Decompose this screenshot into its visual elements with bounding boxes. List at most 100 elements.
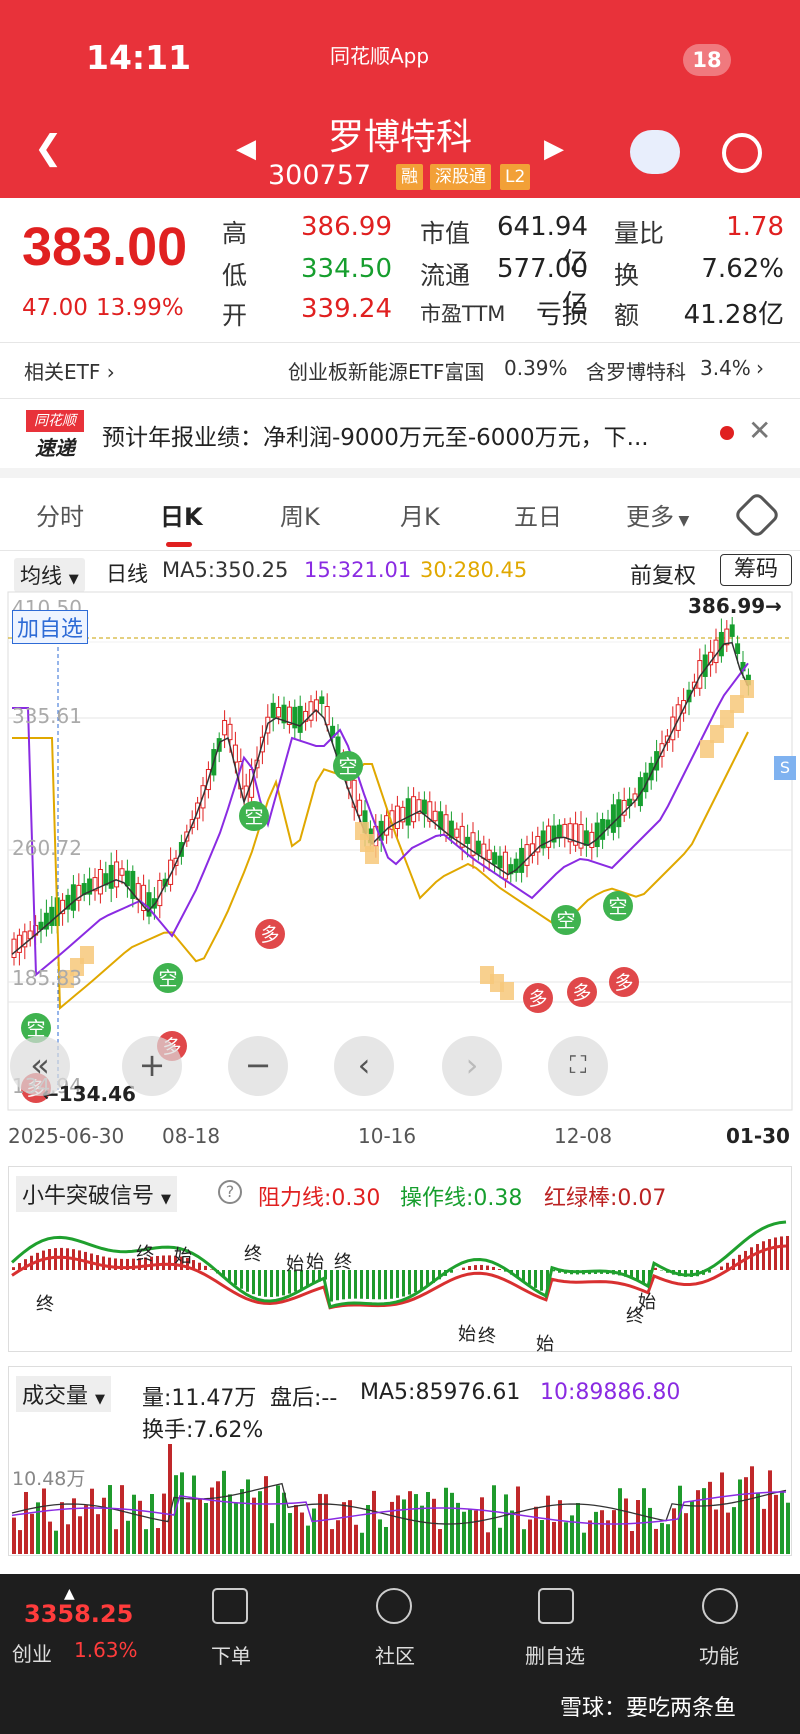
volume-bar: [480, 1497, 484, 1554]
volume-bar: [228, 1494, 232, 1554]
candle: [556, 824, 562, 838]
bottom-community[interactable]: 社区: [375, 1644, 415, 1668]
adjust-mode[interactable]: 前复权: [630, 564, 697, 589]
chevron-right-icon[interactable]: ›: [756, 356, 764, 380]
tab-five-day[interactable]: 五日: [514, 503, 562, 531]
bottom-functions[interactable]: 功能: [699, 1644, 739, 1668]
volume-bar: [54, 1530, 58, 1554]
volume-bar: [756, 1492, 760, 1554]
remove-watchlist-icon[interactable]: [538, 1588, 574, 1624]
count-chip: [700, 740, 714, 758]
tab-monthly-k[interactable]: 月K: [400, 503, 440, 531]
operate-value: 操作线:0.38: [400, 1186, 523, 1211]
status-app-name: 同花顺App: [330, 44, 430, 68]
indicator-bar: [414, 1270, 417, 1293]
candle: [308, 701, 314, 721]
volume-bar: [150, 1494, 154, 1554]
indicator-bar: [138, 1258, 141, 1270]
volume-bar: [486, 1532, 490, 1554]
volume-bar: [732, 1507, 736, 1554]
indicator-selector[interactable]: 小牛突破信号 ▼: [16, 1176, 178, 1212]
volume-bar: [636, 1500, 640, 1554]
kline-chart[interactable]: 空空空空空空多多多多多多: [0, 590, 800, 1120]
prev-stock-icon[interactable]: ◀: [236, 134, 256, 164]
scroll-left-icon[interactable]: ‹: [334, 1036, 394, 1096]
low-value: 334.50: [301, 254, 392, 284]
candle: [43, 912, 49, 930]
candle: [551, 825, 557, 843]
scroll-right-icon[interactable]: ›: [442, 1036, 502, 1096]
candle: [686, 689, 692, 703]
etf-name[interactable]: 创业板新能源ETF富国: [288, 360, 485, 384]
candle: [481, 843, 487, 859]
volume-selector[interactable]: 成交量 ▼: [16, 1376, 112, 1412]
candle: [281, 704, 287, 724]
zoom-in-icon[interactable]: +: [122, 1036, 182, 1096]
volume-bar: [690, 1501, 694, 1554]
indicator-bar: [426, 1270, 429, 1287]
indicator-bar: [432, 1270, 435, 1283]
community-icon[interactable]: [376, 1588, 412, 1624]
count-chip: [720, 710, 734, 728]
robot-assistant-icon[interactable]: [630, 130, 680, 174]
tab-intraday[interactable]: 分时: [36, 503, 84, 531]
news-logo-top: 同花顺: [26, 410, 84, 432]
indicator-bar: [162, 1255, 165, 1270]
index-value[interactable]: 3358.25: [24, 1600, 134, 1628]
order-icon[interactable]: [212, 1588, 248, 1624]
ma-selector[interactable]: 均线 ▼: [14, 558, 85, 592]
indicator-bar: [246, 1270, 249, 1292]
short-signal-label: 空: [608, 896, 627, 918]
indicator-bar: [18, 1263, 21, 1270]
candle: [227, 723, 233, 741]
sell-badge: S: [774, 756, 796, 780]
volume-bar: [546, 1495, 550, 1554]
volume-bar: [402, 1499, 406, 1554]
fullscreen-icon[interactable]: ⛶: [548, 1036, 608, 1096]
volume-bar: [372, 1490, 376, 1554]
news-headline[interactable]: 预计年报业绩：净利润-9000万元至-6000万元，下...: [102, 425, 649, 451]
menu-icon[interactable]: [702, 1588, 738, 1624]
close-icon[interactable]: ✕: [748, 414, 772, 447]
count-chip: [710, 725, 724, 743]
volume-bar: [492, 1485, 496, 1554]
bottom-remove-watch[interactable]: 删自选: [525, 1644, 585, 1668]
volume-bar: [42, 1488, 46, 1554]
candle: [529, 843, 535, 856]
volume-bar: [210, 1487, 214, 1554]
volume-bar: [474, 1510, 478, 1554]
candle: [92, 877, 98, 892]
zoom-out-icon[interactable]: −: [228, 1036, 288, 1096]
candle: [713, 639, 719, 664]
tab-weekly-k[interactable]: 周K: [280, 503, 320, 531]
volume-bar: [522, 1529, 526, 1554]
settings-icon[interactable]: [732, 490, 782, 540]
ma-selector-label: 均线: [20, 564, 62, 588]
add-watchlist-tag[interactable]: 加自选: [12, 610, 89, 644]
tab-daily-k[interactable]: 日K: [160, 503, 203, 531]
resist-line: [11, 1244, 787, 1310]
bottom-order[interactable]: 下单: [211, 1644, 251, 1668]
candle: [276, 707, 282, 718]
next-stock-icon[interactable]: ▶: [544, 134, 564, 164]
help-icon[interactable]: ?: [218, 1180, 242, 1204]
volume-bar: [90, 1488, 94, 1554]
indicator-bar: [12, 1267, 15, 1270]
volume-bar: [552, 1521, 556, 1554]
candle: [421, 799, 427, 815]
indicator-bar: [192, 1260, 195, 1270]
search-icon[interactable]: [722, 133, 762, 173]
back-icon[interactable]: ❮: [34, 128, 63, 168]
volume-bar: [318, 1493, 322, 1554]
volume-bar: [510, 1510, 514, 1554]
tab-more[interactable]: 更多 ▼: [626, 497, 689, 532]
etf-link[interactable]: 相关ETF ›: [24, 356, 115, 385]
unread-dot-icon: [720, 426, 734, 440]
candle: [610, 804, 616, 833]
long-signal-label: 多: [614, 972, 633, 994]
candle: [492, 852, 498, 865]
collapse-icon[interactable]: «: [10, 1036, 70, 1096]
volume-bar: [528, 1519, 532, 1554]
chips-button[interactable]: 筹码: [720, 554, 792, 586]
candle: [438, 811, 444, 830]
